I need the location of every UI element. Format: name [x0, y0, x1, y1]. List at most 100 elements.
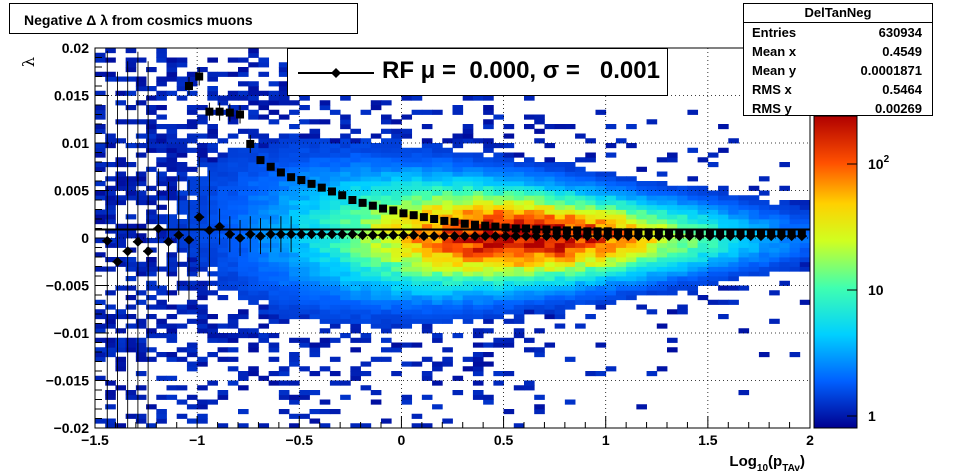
heatmap-cell — [268, 356, 280, 362]
heatmap-cell — [95, 356, 106, 362]
heatmap-cell — [217, 100, 229, 106]
heatmap-cell — [360, 219, 372, 225]
heatmap-cell — [667, 276, 678, 282]
heatmap-cell — [391, 347, 402, 353]
heatmap-cell — [421, 394, 433, 400]
heatmap-cell — [197, 252, 208, 258]
heatmap-cell — [503, 304, 515, 310]
heatmap-cell — [656, 190, 668, 196]
heatmap-cell — [340, 95, 351, 101]
heatmap-cell — [391, 261, 402, 267]
heatmap-cell — [687, 266, 699, 272]
heatmap-cell — [309, 261, 321, 267]
heatmap-cell — [442, 285, 453, 291]
heatmap-cell — [503, 185, 515, 191]
heatmap-cell — [207, 323, 218, 329]
heatmap-cell — [493, 162, 504, 168]
heatmap-cell — [646, 242, 658, 248]
heatmap-cell — [207, 280, 218, 286]
heatmap-cell — [319, 200, 331, 206]
heatmap-cell — [125, 214, 137, 220]
heatmap-cell — [575, 299, 586, 305]
heatmap-cell — [718, 242, 729, 248]
heatmap-cell — [278, 195, 290, 201]
heatmap-cell — [605, 280, 617, 286]
heatmap-cell — [391, 238, 402, 244]
stats-box: DelTanNeg Entries 630934 Mean x 0.4549 Mea… — [743, 3, 933, 116]
heatmap-cell — [319, 223, 331, 229]
heatmap-cell — [340, 157, 351, 163]
heatmap-cell — [289, 147, 300, 153]
heatmap-cell — [176, 81, 188, 87]
heatmap-cell — [462, 290, 474, 296]
heatmap-cell — [217, 423, 229, 428]
heatmap-cell — [748, 252, 760, 258]
heatmap-cell — [432, 223, 443, 229]
heatmap-cell — [227, 133, 239, 139]
heatmap-cell — [452, 314, 464, 320]
heatmap-cell — [309, 290, 321, 296]
heatmap-cell — [667, 200, 678, 206]
heatmap-cell — [411, 423, 423, 428]
heatmap-cell — [483, 314, 494, 320]
heatmap-cell — [217, 195, 229, 201]
heatmap-cell — [135, 318, 147, 324]
diamond-marker — [776, 231, 787, 242]
heatmap-cell — [493, 181, 504, 187]
heatmap-cell — [432, 209, 443, 215]
heatmap-cell — [370, 190, 382, 196]
heatmap-cell — [125, 285, 137, 291]
heatmap-cell — [462, 133, 474, 139]
heatmap-cell — [636, 200, 647, 206]
heatmap-cell — [513, 252, 525, 258]
heatmap-cell — [452, 261, 464, 267]
heatmap-cell — [360, 143, 372, 149]
heatmap-cell — [258, 147, 270, 153]
heatmap-cell — [125, 342, 137, 348]
heatmap-cell — [115, 285, 127, 291]
heatmap-cell — [605, 223, 617, 229]
heatmap-cell — [667, 152, 678, 158]
square-marker — [236, 110, 245, 119]
heatmap-cell — [575, 166, 586, 172]
heatmap-cell — [146, 328, 157, 334]
heatmap-cell — [554, 247, 566, 253]
heatmap-cell — [646, 204, 658, 210]
stats-row: RMS y 0.00269 — [744, 99, 932, 118]
heatmap-cell — [381, 295, 392, 301]
heatmap-cell — [217, 276, 229, 282]
heatmap-cell — [503, 342, 515, 348]
heatmap-cell — [513, 171, 525, 177]
heatmap-cell — [217, 95, 229, 101]
heatmap-cell — [615, 280, 627, 286]
heatmap-cell — [227, 114, 239, 120]
heatmap-cell — [442, 138, 453, 144]
heatmap-cell — [615, 257, 627, 263]
heatmap-cell — [309, 299, 321, 305]
heatmap-cell — [268, 200, 280, 206]
heatmap-cell — [462, 309, 474, 315]
heatmap-cell — [626, 124, 637, 130]
heatmap-cell — [227, 105, 239, 111]
heatmap-cell — [156, 214, 167, 220]
heatmap-cell — [442, 195, 453, 201]
heatmap-cell — [125, 190, 137, 196]
heatmap-cell — [197, 223, 208, 229]
heatmap-cell — [156, 81, 167, 87]
heatmap-cell — [401, 147, 413, 153]
heatmap-cell — [779, 209, 790, 215]
heatmap-cell — [656, 280, 668, 286]
heatmap-cell — [135, 81, 147, 87]
heatmap-cell — [289, 219, 300, 225]
heatmap-cell — [544, 181, 556, 187]
heatmap-cell — [462, 247, 474, 253]
heatmap-cell — [605, 190, 617, 196]
heatmap-cell — [636, 219, 647, 225]
heatmap-cell — [605, 276, 617, 282]
heatmap-cell — [309, 138, 321, 144]
heatmap-cell — [309, 147, 321, 153]
heatmap-cell — [421, 124, 433, 130]
heatmap-cell — [432, 228, 443, 234]
heatmap-cell — [636, 252, 647, 258]
heatmap-cell — [289, 285, 300, 291]
